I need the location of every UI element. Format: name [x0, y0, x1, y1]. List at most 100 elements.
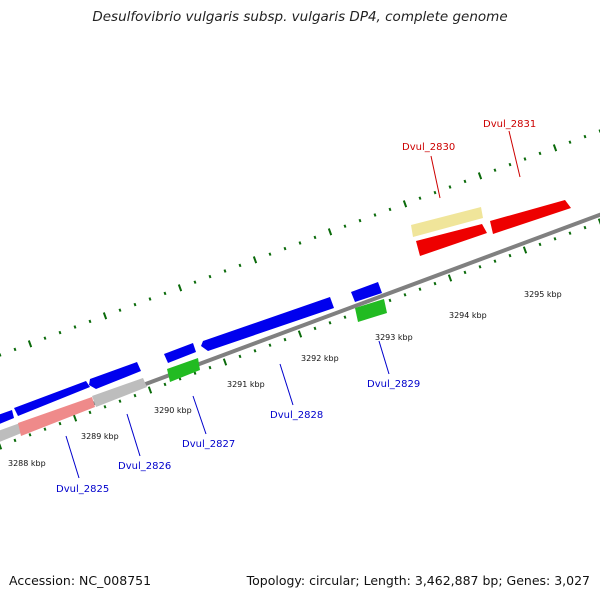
- gene-label-dvul-2828[interactable]: Dvul_2828: [270, 410, 323, 421]
- tick-minor: [118, 399, 122, 403]
- gene-label-dvul-2830[interactable]: Dvul_2830: [402, 142, 455, 153]
- tick-minor: [538, 242, 542, 247]
- tick-row-upper: [0, 129, 600, 357]
- tick-minor: [133, 302, 137, 307]
- tick-minor: [0, 353, 2, 357]
- tick-major: [522, 246, 528, 254]
- tick-minor: [238, 354, 242, 359]
- tick-minor: [433, 190, 437, 195]
- tick-major: [72, 414, 78, 422]
- gene-label-dvul-2826[interactable]: Dvul_2826: [118, 461, 171, 472]
- tick-major: [327, 228, 333, 236]
- gene-label-dvul-2829[interactable]: Dvul_2829: [367, 379, 420, 390]
- gene-arrow-yellow[interactable]: [411, 207, 483, 237]
- leader-dvul-2828: [279, 363, 294, 406]
- tick-minor: [583, 134, 587, 139]
- tick-minor: [508, 253, 512, 258]
- tick-major: [597, 218, 600, 225]
- tick-major: [27, 340, 33, 348]
- kbp-label: 3292 kbp: [301, 354, 339, 363]
- tick-minor: [418, 196, 422, 200]
- tick-minor: [133, 393, 137, 398]
- tick-minor: [553, 237, 557, 241]
- gene-labels: Dvul_2825 Dvul_2826 Dvul_2827 Dvul_2828 …: [56, 119, 536, 495]
- tick-minor: [223, 269, 227, 273]
- tick-major: [447, 274, 453, 282]
- tick-row-lower: [0, 218, 600, 450]
- tick-minor: [358, 218, 362, 223]
- tick-minor: [523, 157, 527, 161]
- tick-minor: [343, 315, 347, 319]
- kbp-label: 3289 kbp: [81, 432, 119, 441]
- tick-minor: [343, 224, 347, 228]
- gene-arrow-grey[interactable]: [0, 423, 24, 443]
- tick-minor: [313, 235, 317, 240]
- tick-minor: [388, 207, 392, 212]
- tick-minor: [463, 179, 467, 184]
- kbp-label: 3288 kbp: [8, 459, 46, 468]
- tick-minor: [118, 308, 122, 312]
- tick-minor: [43, 336, 47, 340]
- gene-leaders: [65, 130, 521, 479]
- tick-minor: [58, 421, 62, 426]
- tick-minor: [103, 405, 107, 409]
- gene-label-dvul-2825[interactable]: Dvul_2825: [56, 484, 109, 495]
- gene-arrow-green[interactable]: [355, 299, 387, 322]
- tick-minor: [373, 213, 377, 217]
- accession-text: Accession: NC_008751: [9, 573, 152, 588]
- tick-minor: [88, 410, 92, 415]
- tick-minor: [163, 291, 167, 296]
- tick-minor: [73, 325, 77, 329]
- gene-arrow-blue[interactable]: [164, 343, 196, 363]
- tick-minor: [448, 185, 452, 189]
- gene-arrow-blue[interactable]: [201, 297, 334, 351]
- tick-major: [102, 312, 108, 320]
- tick-major: [252, 256, 258, 264]
- tick-minor: [148, 297, 152, 301]
- tick-minor: [583, 225, 587, 230]
- tick-minor: [283, 337, 287, 342]
- leader-dvul-2825: [65, 435, 80, 479]
- gene-label-dvul-2831[interactable]: Dvul_2831: [483, 119, 536, 130]
- gene-arrow-blue[interactable]: [351, 282, 382, 302]
- genome-summary-text: Topology: circular; Length: 3,462,887 bp…: [246, 573, 590, 588]
- gene-arrow-blue[interactable]: [89, 362, 141, 389]
- tick-major: [297, 330, 303, 338]
- tick-major: [177, 284, 183, 292]
- tick-minor: [208, 365, 212, 370]
- kbp-label: 3295 kbp: [524, 290, 562, 299]
- leader-dvul-2827: [192, 395, 207, 435]
- kbp-labels: 3288 kbp 3289 kbp 3290 kbp 3291 kbp 3292…: [8, 290, 562, 468]
- tick-minor: [388, 298, 392, 303]
- gene-arrow-pink[interactable]: [18, 397, 95, 436]
- gene-arrow-red[interactable]: [490, 200, 571, 234]
- genome-title: Desulfovibrio vulgaris subsp. vulgaris D…: [92, 9, 508, 25]
- tick-minor: [238, 263, 242, 268]
- gene-arrow-green[interactable]: [167, 358, 200, 382]
- leader-dvul-2829: [378, 340, 390, 375]
- tick-minor: [418, 287, 422, 291]
- gene-arrow-blue[interactable]: [14, 381, 90, 416]
- tick-minor: [193, 371, 197, 375]
- tick-major: [147, 386, 153, 394]
- gene-arrow-red[interactable]: [416, 224, 487, 256]
- gene-arrow-grey[interactable]: [92, 378, 147, 407]
- leader-dvul-2830: [430, 155, 441, 199]
- tick-minor: [568, 140, 572, 144]
- tick-minor: [208, 274, 212, 279]
- tick-minor: [493, 259, 497, 263]
- gene-label-dvul-2827[interactable]: Dvul_2827: [182, 439, 235, 450]
- tick-major: [477, 172, 483, 180]
- tick-minor: [403, 293, 407, 297]
- tick-major: [402, 200, 408, 208]
- tick-minor: [328, 321, 332, 325]
- gene-arrow-blue[interactable]: [0, 410, 14, 425]
- tick-major: [222, 358, 228, 366]
- tick-minor: [193, 280, 197, 284]
- gene-features: [0, 200, 571, 443]
- kbp-label: 3294 kbp: [449, 311, 487, 320]
- tick-minor: [13, 438, 17, 443]
- leader-dvul-2831: [508, 130, 521, 178]
- tick-minor: [493, 168, 497, 172]
